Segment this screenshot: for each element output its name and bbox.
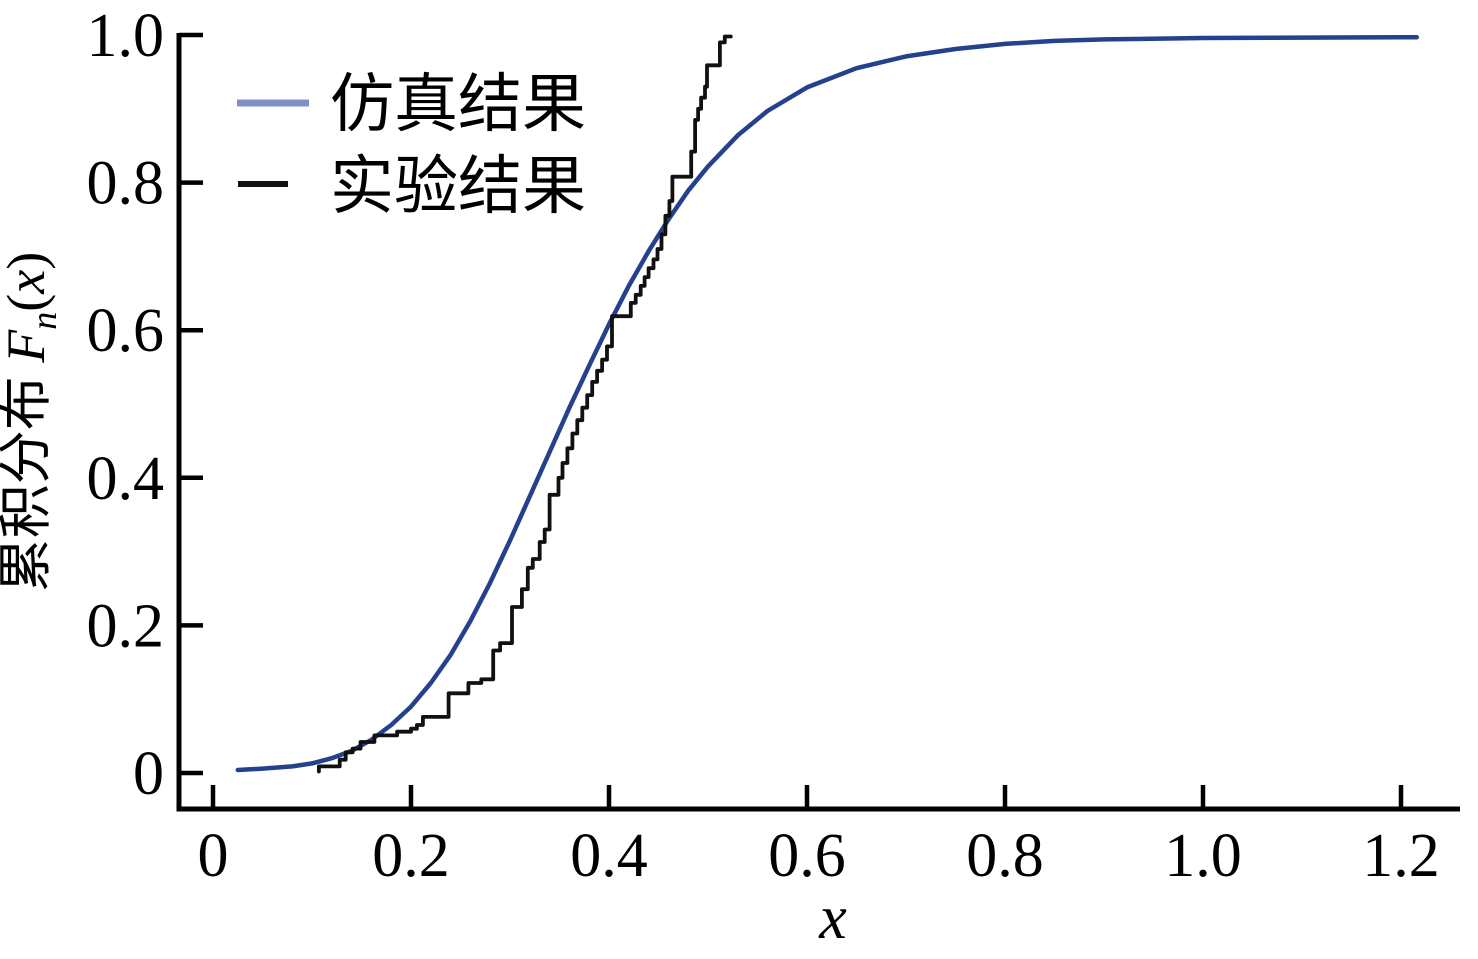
x-tick-label: 0.2 xyxy=(372,822,450,890)
x-tick-label: 1.2 xyxy=(1362,822,1440,890)
y-tick-label: 1.0 xyxy=(87,2,165,70)
y-axis-title-cjk: 累积分布 xyxy=(0,363,56,593)
legend-item-simulation: 仿真结果 xyxy=(237,69,586,140)
experiment-step-curve xyxy=(317,34,733,774)
y-axis-tick-labels: 0 0.2 0.4 0.6 0.8 1.0 xyxy=(87,2,165,808)
x-tick-label: 0 xyxy=(198,822,229,890)
y-tick-label: 0.6 xyxy=(87,297,165,365)
x-tick-label: 0.8 xyxy=(966,822,1044,890)
y-axis-ticks xyxy=(179,32,203,776)
y-axis-title-symbol: F xyxy=(0,329,56,364)
y-axis-title-subscript: n xyxy=(24,312,64,330)
y-axis-title-paren-close: ) xyxy=(0,252,56,270)
legend-item-experiment: 实验结果 xyxy=(238,151,586,222)
x-tick-label: 0.6 xyxy=(768,822,846,890)
x-axis-tick-labels: 0 0.2 0.4 0.6 0.8 1.0 1.2 xyxy=(198,822,1440,890)
legend-label-simulation: 仿真结果 xyxy=(330,69,586,140)
x-axis-title: x xyxy=(818,884,847,952)
legend-label-experiment: 实验结果 xyxy=(330,151,586,222)
x-tick-label: 0.4 xyxy=(570,822,648,890)
legend: 仿真结果 实验结果 xyxy=(237,69,586,222)
axes-frame xyxy=(176,33,1460,812)
simulation-cdf-curve xyxy=(235,34,1420,773)
x-axis-ticks xyxy=(210,785,1404,809)
series-layer xyxy=(235,34,1420,774)
y-tick-label: 0 xyxy=(133,740,164,808)
y-tick-label: 0.2 xyxy=(87,592,165,660)
y-axis-title-paren-open: ( xyxy=(0,294,56,312)
y-axis-title-var: x xyxy=(0,270,56,295)
x-tick-label: 1.0 xyxy=(1164,822,1242,890)
y-tick-label: 0.4 xyxy=(87,445,165,513)
y-tick-label: 0.8 xyxy=(87,150,165,218)
y-axis-title: 累积分布 Fn(x) xyxy=(0,252,64,592)
